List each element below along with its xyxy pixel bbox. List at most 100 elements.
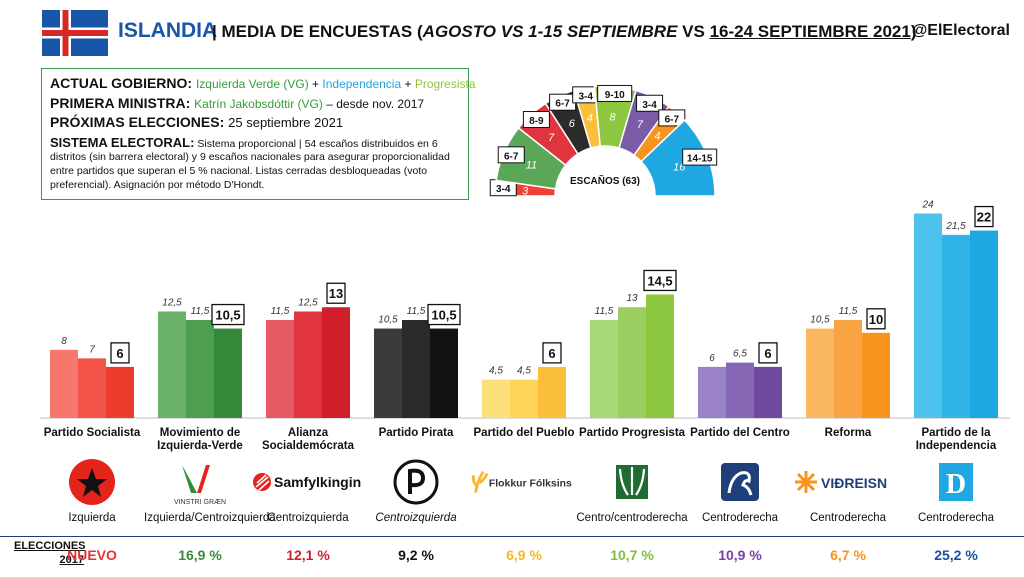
framsokn-logo (576, 455, 688, 509)
bar (914, 213, 942, 418)
bar (698, 366, 726, 418)
data-label-box (326, 282, 346, 304)
data-label: 10 (869, 312, 883, 327)
bar (806, 328, 834, 418)
title-underline: 16-24 SEPTIEMBRE 2021 (709, 22, 911, 41)
vinstri-graen-logo: VINSTRI GRÆN (144, 455, 256, 509)
bar (754, 366, 782, 418)
next-label: PRÓXIMAS ELECCIONES: (50, 114, 225, 130)
bar (942, 234, 970, 418)
bar (322, 307, 350, 418)
sys-text: Sistema proporcional | 54 escaños distri… (50, 137, 450, 192)
seat-segment (640, 119, 716, 197)
data-label: 24 (921, 200, 934, 211)
bar (186, 320, 214, 418)
seat-value: 6 (569, 118, 576, 130)
data-label: 10,5 (378, 315, 398, 326)
party-logo-cell: D Centroderecha (900, 455, 1012, 524)
ideology-label: Izquierda/Centroizquierda (144, 512, 276, 524)
seat-range: 14-15 (687, 154, 713, 165)
seat-range: 6-7 (504, 151, 519, 162)
data-label: 12,5 (162, 298, 182, 309)
gov-plus-1: + (308, 77, 323, 91)
vidreisn-logo: VIÐREISN (792, 455, 904, 509)
data-label: 6,5 (733, 349, 747, 360)
gov-party-3: Progresista (414, 77, 476, 91)
election-result: 25,2 % (934, 547, 978, 563)
iceland-flag-icon (42, 10, 108, 56)
bar (834, 320, 862, 418)
data-label: 13 (626, 293, 638, 304)
party-logo-cell: VIÐREISN Centroderecha (792, 455, 904, 524)
sys-label: SISTEMA ELECTORAL: (50, 134, 195, 150)
seat-value: 4 (654, 131, 660, 143)
data-label: 4,5 (517, 366, 531, 377)
elections-label-line1: ELECCIONES (14, 540, 86, 552)
data-label: 14,5 (647, 273, 672, 288)
gov-party-2: Independencia (322, 77, 402, 91)
pm-row: PRIMERA MINISTRA: Katrín Jakobsdóttir (V… (50, 95, 460, 113)
seat-range-box (636, 94, 664, 112)
category-label: Partido Progresista (579, 427, 686, 439)
data-label-box (974, 205, 994, 228)
category-label: Partido de la (921, 427, 991, 439)
category-label: Partido del Pueblo (474, 427, 575, 439)
seat-value: 4 (587, 112, 593, 124)
gov-label: ACTUAL GOBIERNO: (50, 75, 193, 91)
election-result: NUEVO (67, 547, 117, 563)
bar (106, 366, 134, 418)
bar (618, 307, 646, 418)
data-label: 7 (89, 344, 95, 355)
bar (78, 358, 106, 418)
info-box: ACTUAL GOBIERNO: Izquierda Verde (VG) + … (41, 68, 476, 200)
data-label-box (211, 303, 245, 326)
party-logo-cell: Centroizquierda (360, 455, 472, 524)
seat-range: 6-7 (665, 114, 680, 125)
data-label: 11,5 (839, 306, 858, 317)
title-close: ) (910, 22, 917, 41)
logo-text: Samfylkingin (274, 474, 361, 490)
election-result: 9,2 % (398, 547, 434, 563)
author-handle: @ElElectoral (911, 22, 1010, 39)
country-name: ISLANDIA (118, 19, 218, 42)
party-logo-cell: Flokkur Fólksins (468, 455, 580, 509)
pm-since: – desde nov. 2017 (322, 96, 425, 111)
seat-range-box (522, 111, 550, 129)
midflokkurinn-logo (684, 455, 796, 509)
pirate-logo (360, 455, 472, 509)
page-title: | MEDIA DE ENCUESTAS (AGOSTO VS 1-15 SEP… (212, 22, 917, 42)
electoral-system: SISTEMA ELECTORAL: Sistema proporcional … (50, 134, 460, 193)
data-label: 10,5 (215, 308, 240, 323)
seat-range: 3-4 (578, 91, 593, 102)
data-label: 11,5 (271, 306, 290, 317)
election-result: 10,9 % (718, 547, 762, 563)
ideology-label: Centroderecha (917, 512, 995, 524)
bar (482, 379, 510, 418)
data-label: 21,5 (945, 221, 966, 232)
category-label: Alianza (288, 427, 329, 439)
bar (402, 320, 430, 418)
title-mid: VS (677, 22, 710, 41)
seat-range: 9-10 (605, 90, 625, 101)
seat-value: 8 (610, 111, 617, 123)
data-label: 6 (764, 346, 771, 361)
gov-row: ACTUAL GOBIERNO: Izquierda Verde (VG) + … (50, 75, 476, 93)
bar (862, 332, 890, 418)
red-star-icon (36, 455, 148, 509)
logo-text: D (946, 469, 966, 500)
logo-text: VINSTRI GRÆN (174, 499, 226, 506)
ideology-label: Centro/centroderecha (576, 512, 688, 524)
ideology-label: Centroderecha (809, 512, 887, 524)
category-label: Partido del Centro (690, 427, 790, 439)
seat-range-box (597, 84, 633, 102)
next-election-row: PRÓXIMAS ELECCIONES: 25 septiembre 2021 (50, 114, 460, 132)
ideology-label: Centroizquierda (267, 512, 349, 524)
seats-label: ESCAÑOS (63) (570, 174, 640, 187)
data-label-box (643, 269, 677, 292)
category-label: Socialdemócrata (262, 440, 355, 452)
pm-label: PRIMERA MINISTRA: (50, 94, 191, 111)
samfylkingin-logo: Samfylkingin (252, 455, 364, 509)
data-label: 13 (329, 286, 343, 301)
seat-range: 6-7 (555, 99, 570, 110)
